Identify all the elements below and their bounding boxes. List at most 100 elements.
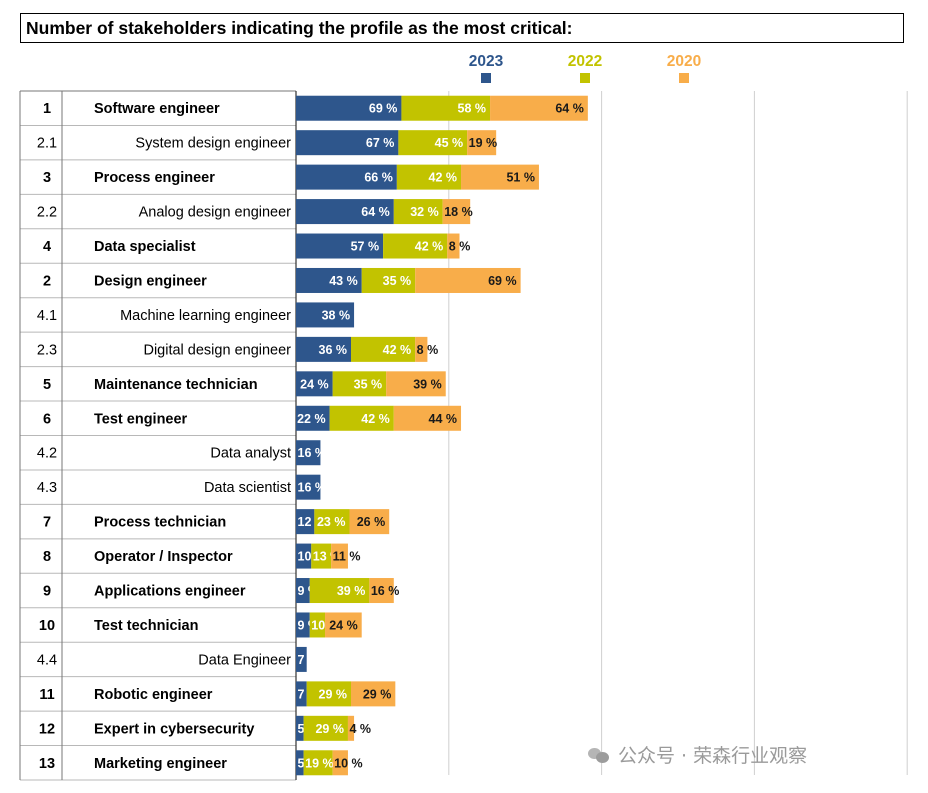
bar-segment-2020 [347,715,355,741]
data-label-2022: 35 % [383,274,412,288]
bar-segment-2023 [296,336,352,362]
rank-label: 4.1 [37,308,57,324]
bar-segment-2020 [467,130,497,156]
data-label-2020: 24 % [329,618,358,632]
bar-segment-2022 [306,681,352,707]
bar-segment-2020 [369,578,394,604]
category-label: Test technician [94,618,198,634]
rank-label: 5 [43,377,51,393]
data-label-2020: 26 % [357,515,386,529]
data-label-2023: 16 % [298,446,327,460]
bar-segment-2020 [415,336,428,362]
data-label-2020: 39 % [413,377,442,391]
bar-segment-2022 [393,199,443,225]
data-label-2020: 51 % [506,171,535,185]
bar-segment-2023 [296,130,399,156]
data-label-2022: 29 % [315,722,344,736]
category-label: System design engineer [135,136,291,152]
bar-segment-2020 [461,164,539,190]
category-label: Process technician [94,515,226,531]
category-label: Data Engineer [198,652,291,668]
legend-swatch [679,73,689,83]
bar-segment-2023 [296,405,330,431]
data-label-2020: 18 % [444,205,473,219]
bar-segment-2023 [296,543,312,569]
data-label-2022: 42 % [383,343,412,357]
bar-segment-2023 [296,233,384,259]
data-label-2020: 69 % [488,274,517,288]
bar-segment-2023 [296,302,355,328]
bar-segment-2022 [329,405,394,431]
bar-segment-2023 [296,612,310,638]
bar-segment-2022 [383,233,448,259]
chart-title: Number of stakeholders indicating the pr… [20,13,904,43]
bar-segment-2020 [325,612,362,638]
data-label-2020: 19 % [469,136,498,150]
data-label-2020: 8 % [417,343,439,357]
bar-segment-2020 [351,681,396,707]
rank-label: 2 [43,273,51,289]
bar-segment-2022 [401,95,491,121]
bar-segment-2020 [490,95,588,121]
category-label: Machine learning engineer [120,308,291,324]
data-label-2023: 69 % [369,102,398,116]
rank-label: 10 [39,618,55,634]
category-label: Robotic engineer [94,687,213,703]
category-label: Software engineer [94,101,220,117]
bar-segment-2020 [332,750,348,776]
rank-label: 4.2 [37,446,57,462]
data-label-2020: 4 % [349,722,371,736]
category-label: Applications engineer [94,584,246,600]
data-label-2023: 36 % [319,343,348,357]
bar-segment-2022 [309,612,326,638]
rank-label: 11 [39,687,54,703]
legend-label: 2023 [469,53,504,70]
rank-label: 9 [43,584,51,600]
rank-label: 13 [39,756,55,772]
bar-segment-2023 [296,715,304,741]
bar-segment-2022 [398,130,468,156]
bar-segment-2023 [296,681,307,707]
bar-segment-2020 [442,199,471,225]
data-label-2020: 8 % [449,240,471,254]
data-label-2022: 23 % [317,515,346,529]
data-label-2022: 42 % [429,171,458,185]
data-label-2023: 66 % [364,171,393,185]
category-label: Digital design engineer [143,342,291,358]
rank-label: 4 [43,239,51,255]
data-label-2022: 35 % [354,377,383,391]
bar-segment-2023 [296,199,394,225]
bar-segment-2023 [296,95,402,121]
bar-segment-2023 [296,164,397,190]
bar-segment-2020 [393,405,462,431]
rank-label: 2.2 [37,205,57,221]
data-label-2020: 64 % [555,102,584,116]
data-label-2022: 19 % [305,756,334,770]
category-label: Data specialist [94,239,196,255]
data-label-2020: 10 % [334,756,363,770]
bar-segment-2022 [314,509,350,535]
bar-segment-2023 [296,578,310,604]
rank-label: 4.3 [37,480,57,496]
data-label-2022: 32 % [410,205,439,219]
category-label: Data scientist [204,480,291,496]
rank-label: 7 [43,515,51,531]
data-label-2023: 22 % [297,412,326,426]
data-label-2022: 42 % [415,240,444,254]
category-label: Data analyst [210,446,291,462]
data-label-2022: 58 % [458,102,487,116]
data-label-2023: 43 % [329,274,358,288]
watermark: 公众号 · 荣森行业观察 [588,741,807,768]
category-label: Process engineer [94,170,215,186]
rank-label: 1 [43,101,51,117]
category-label: Operator / Inspector [94,549,233,565]
rank-label: 2.3 [37,342,57,358]
category-label: Marketing engineer [94,756,227,772]
rank-label: 6 [43,411,51,427]
wechat-icon [588,746,610,764]
bar-segment-2022 [303,715,348,741]
rank-label: 3 [43,170,51,186]
rank-label: 12 [39,721,55,737]
data-label-2020: 16 % [371,584,400,598]
